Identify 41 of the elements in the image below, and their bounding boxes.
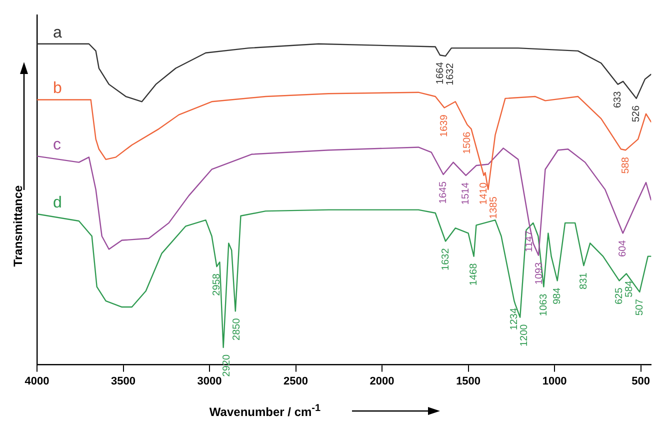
series-label: b <box>53 80 62 98</box>
x-tick-label: 4000 <box>24 375 50 388</box>
annotation: 1234 <box>508 308 520 330</box>
annotation: 1506 <box>462 131 474 154</box>
annotation: 1632 <box>440 248 452 270</box>
x-tick-label: 500 <box>632 375 650 388</box>
annotation: 2958 <box>212 273 223 296</box>
x-tick-label: 2000 <box>370 375 394 388</box>
annotation: 1514 <box>460 182 472 205</box>
annotation: 2850 <box>232 318 243 340</box>
annotation: 1632 <box>444 62 456 86</box>
annotation: 2920 <box>222 354 233 377</box>
annotation: 1639 <box>439 114 450 137</box>
annotation: 1645 <box>438 181 450 204</box>
annotation: 1410 <box>478 182 490 205</box>
annotation: 1063 <box>538 293 550 316</box>
x-axis-title: Wavenumber / cm$^{-1}$ <box>209 403 321 419</box>
annotation: 1200 <box>518 324 530 347</box>
annotation: 625 <box>614 287 626 304</box>
annotation: 1093 <box>534 262 545 285</box>
series-label: d <box>53 194 62 212</box>
annotation: 1468 <box>468 262 480 286</box>
x-tick-label: 1000 <box>542 375 567 388</box>
series-label: c <box>53 136 61 154</box>
annotation: 588 <box>620 156 632 174</box>
annotation: 584 <box>624 280 636 298</box>
annotation: 1385 <box>488 196 500 219</box>
x-tick-label: 2500 <box>284 375 308 388</box>
y-axis-title: Transmittance <box>11 185 25 267</box>
x-tick-label: 3000 <box>197 375 222 388</box>
annotation: 604 <box>618 240 629 257</box>
annotation: 507 <box>634 298 646 316</box>
annotation: 984 <box>552 287 564 304</box>
annotation: 831 <box>578 272 590 290</box>
x-tick-label: 1500 <box>456 375 481 388</box>
annotation: 633 <box>612 90 624 108</box>
x-tick-label: 3500 <box>111 375 136 388</box>
annotation: 1147 <box>524 230 535 252</box>
annotation: 1664 <box>434 62 446 84</box>
series-label: a <box>53 24 62 42</box>
annotation: 526 <box>631 105 642 122</box>
